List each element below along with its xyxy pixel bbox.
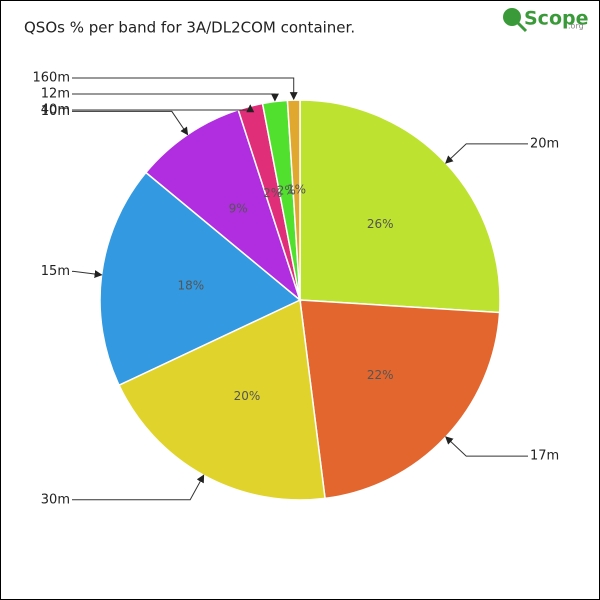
slice-value-label: 1% [287, 183, 306, 197]
leader-line [72, 110, 189, 136]
logo-handle [516, 21, 528, 33]
slice-label: 10m [41, 104, 70, 119]
logo: Scope .org [503, 8, 589, 33]
slice-label: 20m [530, 136, 559, 151]
slice-value-label: 2% [277, 183, 296, 197]
slice-value-label: 22% [367, 368, 394, 382]
slice-value-label: 2% [263, 186, 282, 200]
leader-line [72, 104, 255, 113]
leader-line [72, 270, 103, 279]
slice-label: 15m [41, 264, 70, 279]
slice-value-label: 20% [234, 389, 261, 403]
logo-icon [503, 8, 521, 26]
logo-suffix: .org [568, 22, 584, 31]
leader-line [72, 77, 298, 101]
leader-line [72, 474, 205, 501]
pie-slice [286, 99, 301, 301]
slice-label: 160m [33, 71, 70, 86]
slice-label: 40m [41, 103, 70, 118]
slice-label: 17m [530, 449, 559, 464]
slice-value-label: 18% [178, 279, 205, 293]
chart-title: QSOs % per band for 3A/DL2COM container. [24, 19, 355, 37]
leader-line [72, 93, 279, 102]
slice-label: 12m [41, 87, 70, 102]
logo-text: Scope [524, 8, 589, 30]
leader-line [445, 436, 528, 457]
leader-line [445, 143, 528, 164]
slice-value-label: 9% [229, 202, 248, 216]
slice-value-label: 26% [367, 217, 394, 231]
slice-label: 30m [41, 492, 70, 507]
